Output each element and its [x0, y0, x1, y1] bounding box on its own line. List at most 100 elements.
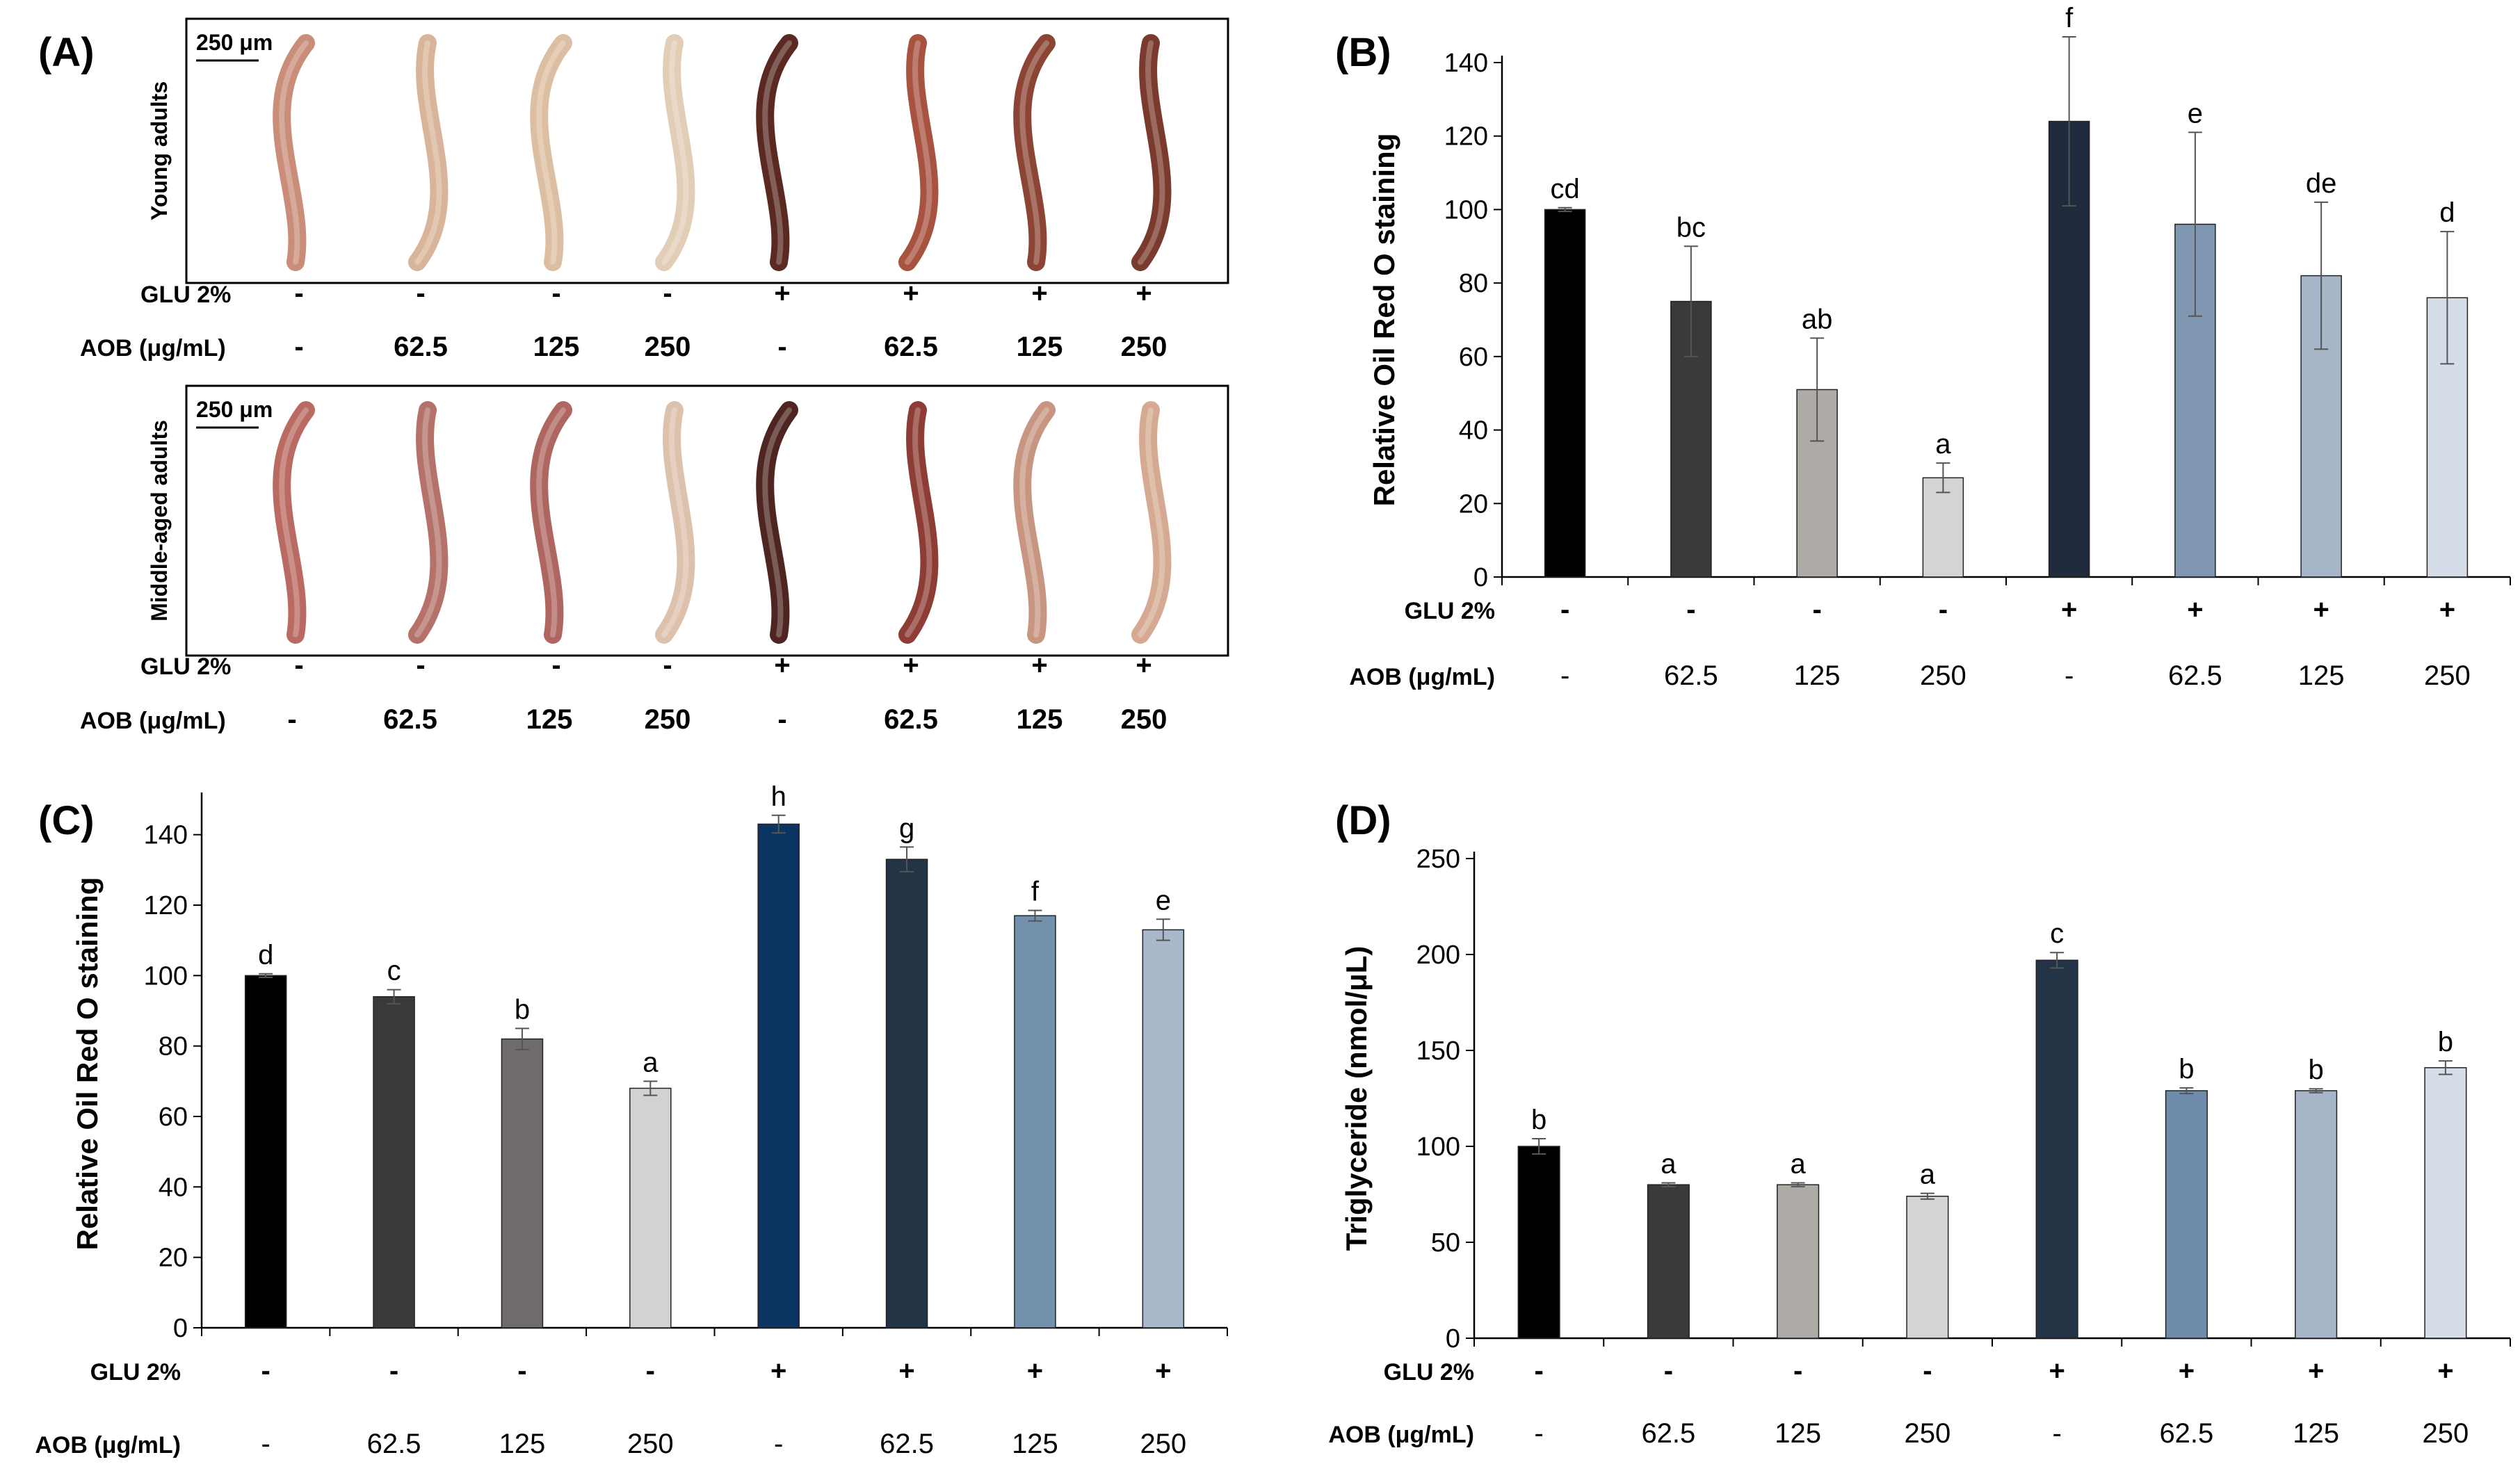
aob-cell: 125 — [533, 332, 580, 362]
aob-cell: 62.5 — [880, 1429, 934, 1459]
significance-letter: a — [643, 1047, 659, 1078]
scale-bar-label: 250 μm — [196, 30, 273, 55]
aob-cell: - — [777, 332, 786, 362]
significance-letter: a — [1935, 429, 1951, 460]
aob-cell: 250 — [1121, 704, 1168, 735]
glu-cell: - — [1793, 1356, 1802, 1386]
glu-cell: - — [1664, 1356, 1673, 1386]
glu-row-label: GLU 2% — [90, 1359, 181, 1385]
y-tick-label: 0 — [1473, 563, 1488, 592]
glu-cell: + — [2187, 594, 2203, 625]
glu-cell: + — [903, 278, 919, 309]
glu-cell: + — [770, 1356, 786, 1386]
chart-c: (C) 0 20 40 60 80 100 120 140 Relative Oil Red O … — [35, 781, 1228, 1459]
bar — [1517, 1146, 1560, 1339]
panel-a-label: (A) — [38, 30, 95, 75]
worm-image — [1013, 34, 1056, 271]
aob-cell: 250 — [1905, 1418, 1951, 1449]
aob-cell: 125 — [1017, 704, 1063, 735]
glu-cell: + — [2308, 1356, 2324, 1386]
aob-cell: 62.5 — [394, 332, 448, 362]
significance-letter: f — [2065, 3, 2074, 33]
significance-letter: e — [2188, 98, 2203, 129]
y-tick-label: 100 — [1416, 1132, 1460, 1162]
bar — [629, 1087, 672, 1328]
bar — [1544, 209, 1586, 578]
significance-letter: a — [1661, 1148, 1677, 1179]
worm-highlight — [414, 407, 442, 637]
y-tick-label: 0 — [173, 1314, 188, 1343]
aob-cell: 62.5 — [2159, 1418, 2213, 1449]
aob-cell: 62.5 — [1641, 1418, 1695, 1449]
glu-cell: + — [1136, 650, 1152, 681]
bar — [1142, 929, 1185, 1328]
bar — [2165, 1090, 2208, 1339]
y-tick-label: 60 — [1459, 343, 1488, 372]
worm-highlight — [279, 407, 309, 637]
glu-cell: + — [2437, 1356, 2453, 1386]
y-tick-label: 100 — [1444, 195, 1488, 225]
scale-bar-label: 250 μm — [196, 397, 273, 422]
worm-highlight — [1019, 40, 1049, 265]
significance-letter: ab — [1802, 304, 1833, 334]
worm-highlight — [661, 40, 689, 265]
glu-cell: - — [294, 650, 303, 681]
y-tick-label: 200 — [1416, 941, 1460, 970]
worm-highlight — [762, 40, 792, 265]
aob-cell: 62.5 — [884, 332, 938, 362]
glu-cell: - — [416, 278, 425, 309]
aob-row-label: AOB (μg/mL) — [35, 1432, 181, 1458]
aob-cell: - — [2065, 660, 2074, 691]
worm-image — [1013, 401, 1056, 644]
significance-letter: de — [2306, 168, 2337, 199]
bar — [373, 995, 415, 1328]
worm-highlight — [661, 407, 689, 637]
micrograph-frame — [185, 384, 1229, 657]
bar — [244, 975, 287, 1328]
worm-image — [530, 34, 572, 271]
y-tick-label: 150 — [1416, 1037, 1460, 1066]
worm-highlight — [536, 407, 566, 637]
panel-label: (D) — [1335, 798, 1391, 843]
glu-cell: - — [1560, 594, 1569, 625]
y-tick-label: 80 — [1459, 269, 1488, 298]
significance-letter: d — [2439, 197, 2455, 228]
y-tick-label: 50 — [1431, 1228, 1460, 1258]
bar — [757, 823, 800, 1328]
panel-label: (B) — [1335, 30, 1391, 75]
chart-b: (B) 0 20 40 60 80 100 120 140 Relative Oil Red O … — [1335, 3, 2511, 691]
significance-letter: b — [2309, 1055, 2324, 1085]
aob-cell: 125 — [499, 1429, 546, 1459]
aob-cell: - — [774, 1429, 783, 1459]
glu-cell: + — [903, 650, 919, 681]
worm-highlight — [905, 407, 932, 637]
aob-cell: 125 — [526, 704, 573, 735]
glu-cell: - — [1923, 1356, 1932, 1386]
aob-row-label: AOB (μg/mL) — [1349, 664, 1495, 690]
bar — [885, 859, 928, 1328]
worm-highlight — [1138, 40, 1165, 265]
glu-cell: + — [2061, 594, 2077, 625]
significance-letter: h — [771, 781, 786, 812]
y-tick-label: 20 — [1459, 489, 1488, 519]
y-tick-label: 80 — [159, 1032, 188, 1062]
glu-cell: - — [261, 1356, 270, 1386]
bar — [2035, 959, 2078, 1339]
significance-letter: bc — [1677, 212, 1706, 243]
aob-cell: 250 — [1140, 1429, 1186, 1459]
significance-letter: a — [1920, 1160, 1936, 1190]
aob-cell: - — [2052, 1418, 2061, 1449]
aob-cell: 250 — [645, 332, 691, 362]
panel-label: (C) — [38, 798, 95, 843]
worm-highlight — [414, 40, 442, 265]
glu-cell: + — [898, 1356, 914, 1386]
worm-image — [898, 34, 939, 271]
glu-cell: + — [1136, 278, 1152, 309]
aob-cell: 62.5 — [884, 704, 938, 735]
aob-cell: 125 — [1775, 1418, 1821, 1449]
significance-letter: b — [2179, 1054, 2194, 1084]
aob-cell: 62.5 — [1664, 660, 1718, 691]
glu-row-label: GLU 2% — [140, 653, 231, 680]
worm-highlight — [762, 407, 792, 637]
glu-cell: - — [1686, 594, 1695, 625]
